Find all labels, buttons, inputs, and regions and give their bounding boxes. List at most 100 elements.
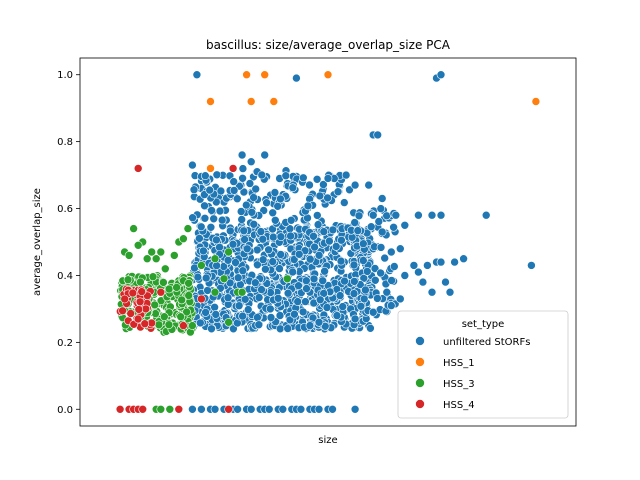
point-hss-3 (164, 284, 174, 294)
point-unfiltered-storfs (268, 232, 278, 242)
point-unfiltered-storfs (389, 262, 399, 271)
point-hss-1 (206, 97, 215, 106)
point-hss-3 (164, 320, 174, 330)
point-hss-4 (135, 297, 145, 307)
point-unfiltered-storfs (258, 255, 268, 265)
point-unfiltered-storfs (423, 261, 432, 270)
point-unfiltered-storfs (212, 170, 222, 180)
point-unfiltered-storfs (253, 260, 262, 270)
y-tick-label: 0.0 (57, 405, 73, 416)
point-unfiltered-storfs (223, 293, 233, 303)
point-unfiltered-storfs (338, 302, 348, 311)
point-hss-4 (134, 305, 144, 314)
point-unfiltered-storfs (201, 308, 210, 317)
point-unfiltered-storfs (312, 175, 322, 184)
legend: set_type unfiltered StORFs HSS_1 HSS_3 HSS_… (397, 310, 569, 419)
y-tick-label: 0.8 (57, 137, 73, 148)
point-unfiltered-storfs (285, 315, 295, 325)
legend-marker (415, 336, 425, 346)
point-hss-3 (156, 247, 166, 257)
point-hss-4 (138, 404, 147, 414)
point-unfiltered-storfs (205, 185, 214, 195)
point-hss-1 (260, 70, 270, 79)
point-unfiltered-storfs (251, 278, 260, 288)
point-unfiltered-storfs (305, 321, 315, 330)
x-axis-label: size (318, 435, 337, 446)
point-unfiltered-storfs (262, 198, 271, 207)
point-hss-3 (182, 307, 191, 317)
point-unfiltered-storfs (210, 302, 219, 312)
point-unfiltered-storfs (203, 286, 212, 295)
point-unfiltered-storfs (373, 130, 383, 140)
point-unfiltered-storfs (226, 226, 235, 236)
point-hss-4 (133, 314, 143, 324)
point-unfiltered-storfs (216, 186, 226, 196)
point-hss-4 (156, 287, 166, 297)
point-hss-3 (165, 404, 175, 414)
point-hss-3 (184, 278, 193, 288)
legend-marker (415, 357, 425, 367)
point-unfiltered-storfs (319, 227, 329, 236)
point-unfiltered-storfs (211, 310, 221, 319)
point-unfiltered-storfs (340, 276, 349, 286)
point-unfiltered-storfs (400, 221, 410, 230)
point-unfiltered-storfs (188, 213, 197, 222)
point-unfiltered-storfs (240, 235, 249, 244)
point-unfiltered-storfs (323, 174, 333, 183)
point-unfiltered-storfs (309, 274, 319, 284)
y-tick-label: 0.2 (57, 338, 73, 349)
point-unfiltered-storfs (436, 257, 446, 267)
point-unfiltered-storfs (436, 70, 446, 79)
point-unfiltered-storfs (278, 404, 288, 414)
point-unfiltered-storfs (288, 267, 298, 277)
point-unfiltered-storfs (323, 193, 332, 203)
point-hss-3 (136, 277, 145, 287)
point-unfiltered-storfs (264, 245, 273, 255)
point-unfiltered-storfs (314, 404, 324, 414)
point-unfiltered-storfs (229, 186, 239, 195)
legend-label: unfiltered StORFs (443, 337, 530, 348)
point-unfiltered-storfs (233, 404, 242, 414)
point-unfiltered-storfs (276, 194, 285, 204)
point-unfiltered-storfs (266, 313, 276, 322)
point-unfiltered-storfs (332, 311, 342, 320)
point-hss-3 (237, 287, 247, 297)
point-unfiltered-storfs (370, 264, 380, 273)
point-unfiltered-storfs (215, 243, 224, 252)
point-hss-3 (179, 234, 188, 243)
point-unfiltered-storfs (229, 177, 238, 186)
point-unfiltered-storfs (238, 164, 248, 173)
point-unfiltered-storfs (238, 174, 247, 183)
point-unfiltered-storfs (349, 260, 359, 270)
point-unfiltered-storfs (254, 320, 264, 330)
point-unfiltered-storfs (276, 250, 286, 259)
point-unfiltered-storfs (313, 220, 323, 229)
point-unfiltered-storfs (298, 173, 308, 183)
point-unfiltered-storfs (237, 215, 246, 224)
point-unfiltered-storfs (362, 267, 372, 276)
point-hss-3 (224, 317, 233, 327)
point-unfiltered-storfs (320, 321, 330, 331)
point-hss-3 (219, 274, 229, 284)
point-hss-4 (115, 404, 125, 414)
point-unfiltered-storfs (199, 246, 208, 256)
point-unfiltered-storfs (201, 171, 210, 180)
point-unfiltered-storfs (354, 211, 364, 221)
point-unfiltered-storfs (247, 208, 257, 217)
point-unfiltered-storfs (345, 185, 354, 195)
point-unfiltered-storfs (389, 223, 398, 232)
point-unfiltered-storfs (373, 294, 382, 303)
point-unfiltered-storfs (339, 198, 349, 207)
point-hss-1 (531, 97, 541, 106)
point-unfiltered-storfs (257, 285, 266, 294)
point-hss-3 (129, 224, 138, 233)
point-unfiltered-storfs (283, 288, 293, 298)
point-unfiltered-storfs (256, 227, 266, 236)
point-hss-1 (269, 97, 279, 106)
point-unfiltered-storfs (223, 255, 233, 265)
point-unfiltered-storfs (195, 234, 204, 243)
point-unfiltered-storfs (233, 273, 243, 283)
point-unfiltered-storfs (273, 202, 283, 211)
point-hss-3 (123, 275, 133, 285)
